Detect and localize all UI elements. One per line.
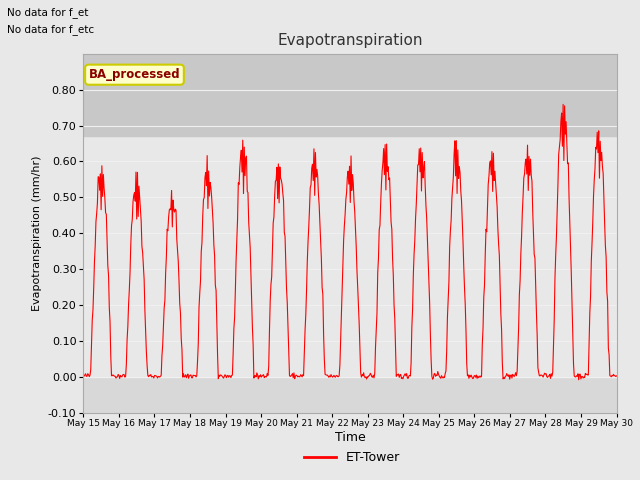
- X-axis label: Time: Time: [335, 431, 365, 444]
- Text: No data for f_et: No data for f_et: [7, 7, 88, 18]
- Bar: [83, 54, 616, 136]
- Text: No data for f_etc: No data for f_etc: [7, 24, 94, 35]
- Text: BA_processed: BA_processed: [89, 68, 180, 81]
- Y-axis label: Evapotranspiration (mm/hr): Evapotranspiration (mm/hr): [32, 156, 42, 311]
- Title: Evapotranspiration: Evapotranspiration: [277, 34, 422, 48]
- Legend: ET-Tower: ET-Tower: [300, 446, 404, 469]
- Bar: [83, 136, 616, 377]
